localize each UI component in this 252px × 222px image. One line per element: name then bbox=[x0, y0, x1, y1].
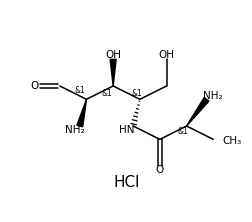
Text: &1: &1 bbox=[74, 86, 85, 95]
Text: CH₃: CH₃ bbox=[222, 136, 241, 146]
Text: O: O bbox=[30, 81, 38, 91]
Text: &1: &1 bbox=[101, 89, 111, 98]
Text: NH₂: NH₂ bbox=[65, 125, 84, 135]
Text: HN: HN bbox=[119, 125, 134, 135]
Text: OH: OH bbox=[105, 50, 121, 60]
Text: OH: OH bbox=[158, 50, 174, 60]
Text: HCl: HCl bbox=[113, 175, 139, 190]
Text: &1: &1 bbox=[177, 127, 188, 136]
Text: O: O bbox=[155, 165, 163, 175]
Text: &1: &1 bbox=[131, 89, 141, 98]
Polygon shape bbox=[110, 59, 116, 86]
Text: NH₂: NH₂ bbox=[202, 91, 222, 101]
Polygon shape bbox=[186, 97, 208, 126]
Polygon shape bbox=[77, 99, 86, 127]
